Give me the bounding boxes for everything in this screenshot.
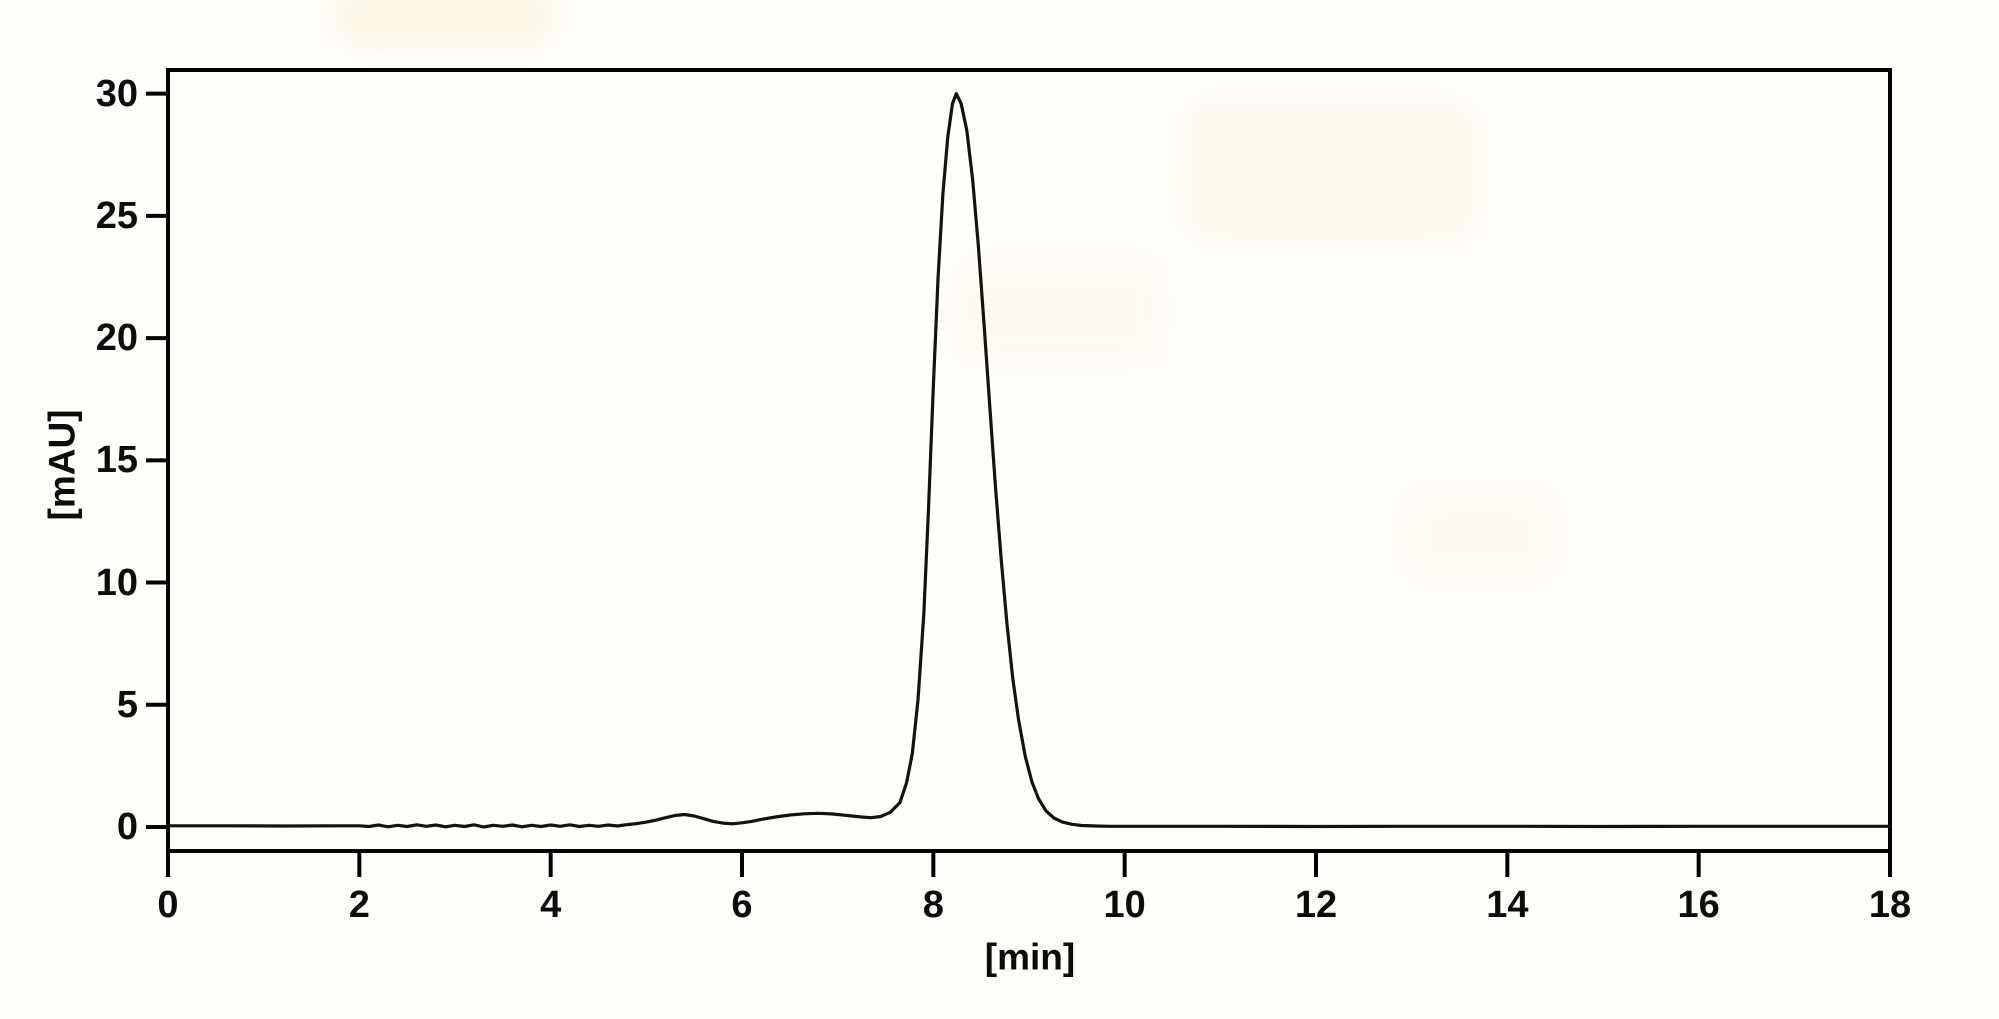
x-tick-label-0: 0: [157, 884, 179, 926]
x-tick-label-10: 10: [1103, 884, 1146, 926]
y-tick-label-30: 30: [95, 72, 138, 115]
y-tick-label-10: 10: [95, 561, 138, 604]
y-axis-ticks: [146, 91, 168, 829]
signal-trace: [166, 92, 1892, 829]
y-axis-title: [mAU]: [41, 409, 83, 521]
x-tick-label-14: 14: [1486, 884, 1529, 926]
scan-artifact: [1180, 95, 1480, 245]
x-axis-ticks: [166, 851, 1892, 877]
x-tick-label-2: 2: [348, 884, 370, 926]
x-tick-label-6: 6: [731, 884, 753, 926]
y-tick-label-5: 5: [116, 683, 138, 726]
x-tick-label-4: 4: [540, 884, 562, 926]
x-tick-label-18: 18: [1868, 884, 1912, 926]
x-axis-title: [min]: [984, 936, 1076, 978]
y-tick-label-15: 15: [95, 439, 138, 482]
x-tick-label-12: 12: [1294, 884, 1338, 926]
scan-artifact: [330, 0, 560, 48]
y-tick-label-20: 20: [95, 317, 138, 360]
x-tick-label-8: 8: [922, 884, 944, 926]
plot-frame: [166, 68, 1892, 853]
x-tick-label-16: 16: [1677, 884, 1720, 926]
scan-artifact: [1395, 480, 1565, 590]
y-tick-label-0: 0: [116, 806, 138, 848]
y-tick-label-25: 25: [95, 194, 138, 237]
